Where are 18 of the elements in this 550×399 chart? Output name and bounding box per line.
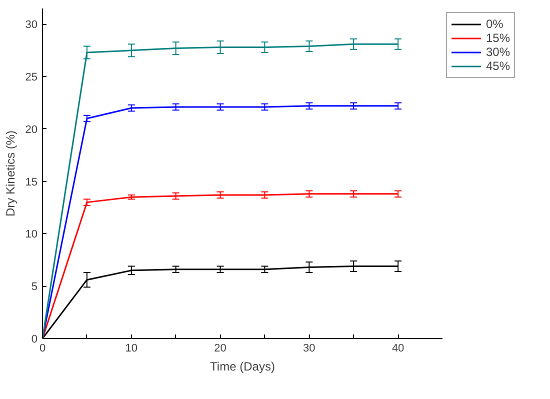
y-tick-label: 20 <box>25 124 38 136</box>
x-tick-label: 10 <box>125 342 138 354</box>
y-tick-label: 0 <box>31 334 38 346</box>
legend-label: 15% <box>486 31 510 45</box>
y-axis-title: Dry Kinetics (%) <box>3 130 18 217</box>
y-tick-label: 15 <box>25 176 38 188</box>
x-tick-label: 20 <box>214 342 226 354</box>
legend-label: 30% <box>486 45 510 59</box>
y-tick-label: 5 <box>31 281 38 294</box>
y-tick-label: 25 <box>25 72 38 84</box>
x-tick-label: 40 <box>392 342 404 354</box>
x-tick-label: 30 <box>303 342 316 354</box>
legend-label: 45% <box>486 59 510 73</box>
y-tick-label: 10 <box>25 228 38 241</box>
legend-label: 0% <box>486 17 504 31</box>
x-axis-title: Time (Days) <box>210 360 275 374</box>
y-tick-label: 30 <box>25 19 38 32</box>
x-tick-label: 0 <box>39 342 46 354</box>
